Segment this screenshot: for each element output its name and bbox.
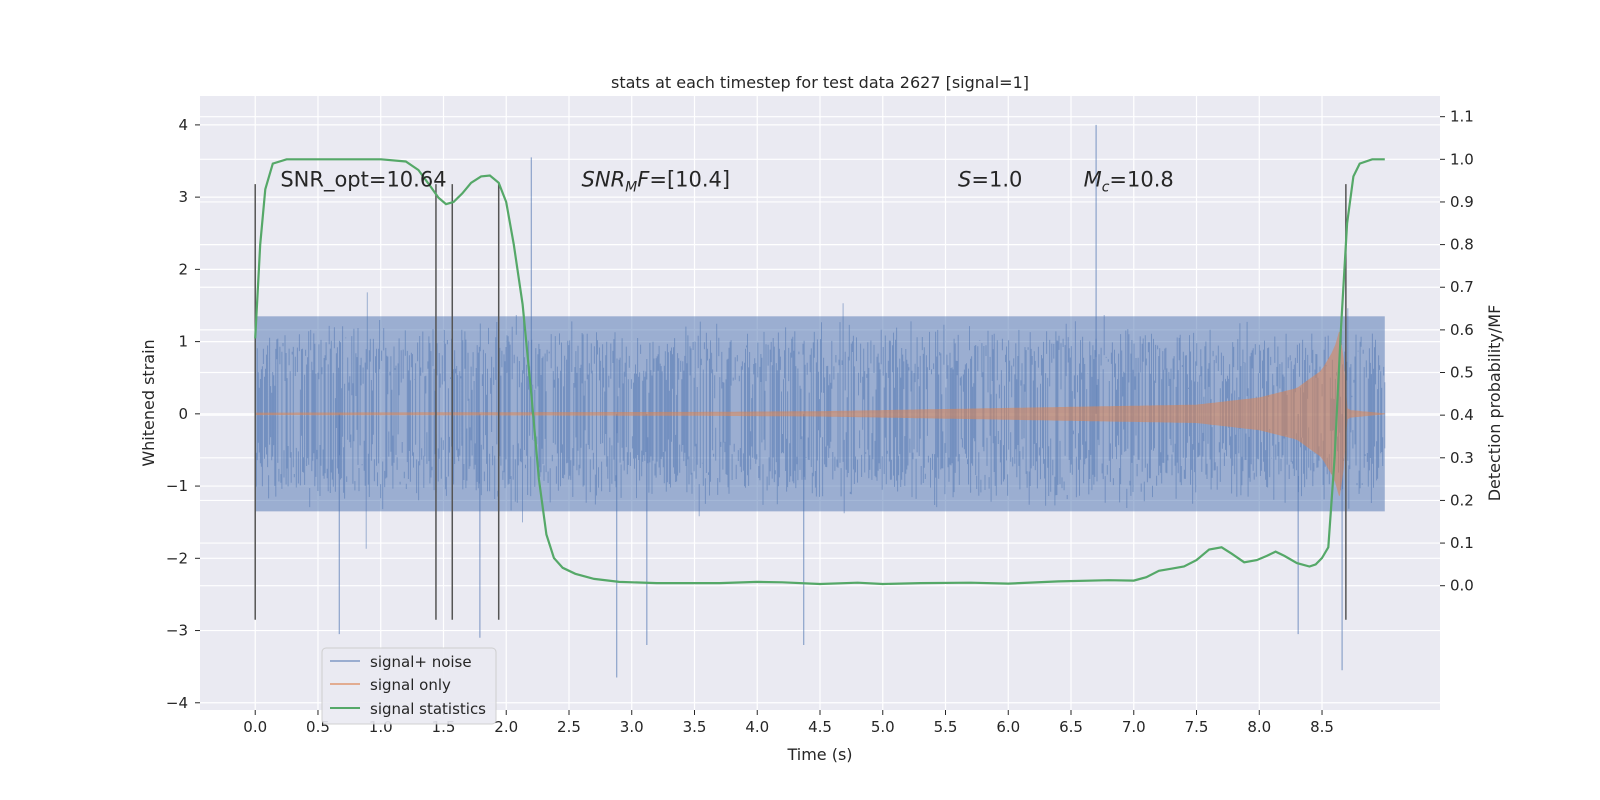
x-tick-label: 4.5 — [808, 718, 832, 736]
legend-label-signal: signal only — [370, 676, 451, 694]
y2-tick-label: 0.2 — [1450, 491, 1474, 509]
y2-tick-label: 0.9 — [1450, 193, 1474, 211]
x-tick-label: 2.0 — [494, 718, 518, 736]
y-tick-label: −1 — [166, 477, 188, 495]
x-tick-label: 8.5 — [1310, 718, 1334, 736]
y2-tick-label: 0.5 — [1450, 364, 1474, 382]
y-tick-label: −4 — [166, 694, 188, 712]
y-tick-label: 3 — [178, 188, 188, 206]
annotation: SNRMF=[10.4] — [582, 167, 731, 195]
y-tick-label: −2 — [166, 549, 188, 567]
stats-series — [254, 158, 1385, 586]
x-tick-label: 7.5 — [1185, 718, 1209, 736]
right-axis-ticks: 1.1 1.0 0.9 0.8 0.7 0.6 0.5 0.4 0.3 0.2 0.1 0.0 — [1440, 108, 1474, 595]
y2-axis-label: Detection probability/MF — [1485, 305, 1504, 502]
anno-part: c — [1102, 179, 1110, 195]
anno-part: SNR — [582, 167, 626, 191]
x-tick-label: 6.5 — [1059, 718, 1083, 736]
y2-tick-label: 0.3 — [1450, 449, 1474, 467]
annotation: SNR_opt=10.64 — [280, 167, 446, 192]
y-tick-label: −3 — [166, 622, 188, 640]
y-tick-label: 2 — [178, 260, 188, 278]
anno-part: S — [958, 167, 971, 191]
x-tick-label: 5.5 — [934, 718, 958, 736]
y2-tick-label: 1.0 — [1450, 150, 1474, 168]
legend-label-noise: signal+ noise — [370, 653, 472, 671]
legend-box — [321, 647, 497, 725]
anno-part: =[10.4] — [649, 167, 730, 191]
chart-title: stats at each timestep for test data 262… — [611, 73, 1029, 92]
left-axis-ticks: 4 3 2 1 0 −1 −2 −3 −4 — [166, 116, 200, 712]
y2-tick-label: 0.8 — [1450, 236, 1474, 254]
signal-envelope — [254, 331, 1385, 496]
signal-series — [254, 331, 1385, 496]
anno-part: =1.0 — [971, 167, 1022, 191]
y-tick-label: 1 — [178, 333, 188, 351]
x-tick-label: 0.0 — [243, 718, 267, 736]
y2-tick-label: 0.7 — [1450, 278, 1474, 296]
annotation: S=1.0 — [958, 167, 1022, 191]
x-axis-label: Time (s) — [786, 745, 852, 764]
x-tick-label: 5.0 — [871, 718, 895, 736]
x-tick-label: 3.0 — [620, 718, 644, 736]
stats-line — [254, 158, 1385, 586]
x-tick-label: 2.5 — [557, 718, 581, 736]
anno-part: F — [637, 167, 650, 191]
y2-tick-label: 0.4 — [1450, 406, 1474, 424]
legend: signal+ noise signal only signal statist… — [321, 647, 497, 725]
x-tick-label: 4.0 — [745, 718, 769, 736]
x-tick-label: 3.5 — [683, 718, 707, 736]
y-axis-label: Whitened strain — [139, 339, 158, 466]
anno-part: M — [1084, 167, 1102, 191]
anno-part: M — [625, 179, 637, 195]
x-tick-label: 7.0 — [1122, 718, 1146, 736]
annotations: SNR_opt=10.64 SNRMF=[10.4] S=1.0 Mc=10.8 — [280, 167, 1173, 195]
y2-tick-label: 1.1 — [1450, 108, 1474, 126]
y2-tick-label: 0.0 — [1450, 577, 1474, 595]
anno-part: =10.8 — [1109, 167, 1173, 191]
y2-tick-label: 0.6 — [1450, 321, 1474, 339]
x-tick-label: 6.0 — [996, 718, 1020, 736]
y2-tick-label: 0.1 — [1450, 534, 1474, 552]
y-tick-label: 0 — [178, 405, 188, 423]
y-tick-label: 4 — [178, 116, 188, 134]
x-tick-label: 8.0 — [1247, 718, 1271, 736]
annotation: Mc=10.8 — [1084, 167, 1174, 195]
legend-label-stats: signal statistics — [370, 700, 486, 718]
